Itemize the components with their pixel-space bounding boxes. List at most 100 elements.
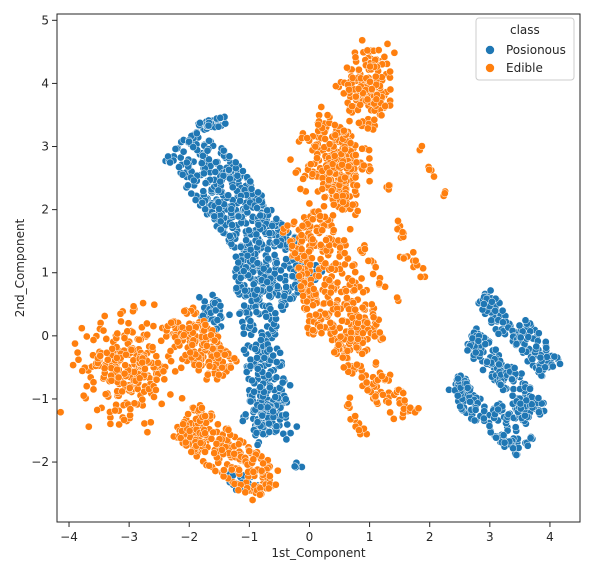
point-posionous <box>521 411 529 420</box>
point-posionous <box>182 158 191 167</box>
point-edible <box>316 255 325 263</box>
point-posionous <box>253 441 262 449</box>
point-posionous <box>463 384 472 392</box>
point-edible <box>308 215 317 224</box>
point-edible <box>318 226 327 235</box>
point-edible <box>359 161 368 170</box>
y-tick-label: 5 <box>41 13 49 27</box>
point-edible <box>344 162 353 171</box>
legend-marker-posionous <box>485 45 495 55</box>
point-posionous <box>247 185 256 193</box>
point-posionous <box>210 212 219 221</box>
point-edible <box>157 400 166 408</box>
point-posionous <box>535 366 543 375</box>
point-posionous <box>253 418 262 426</box>
point-edible <box>150 393 158 401</box>
point-edible <box>362 378 371 387</box>
legend-marker-edible <box>485 63 495 73</box>
point-posionous <box>277 302 285 311</box>
point-posionous <box>192 129 201 138</box>
point-edible <box>213 350 221 359</box>
legend-box <box>475 17 575 81</box>
point-edible <box>135 374 144 383</box>
point-edible <box>386 408 394 417</box>
point-posionous <box>216 114 225 122</box>
point-posionous <box>282 255 290 263</box>
point-edible <box>354 335 362 343</box>
point-posionous <box>216 177 225 186</box>
point-posionous <box>463 346 472 355</box>
point-edible <box>139 299 147 307</box>
point-edible <box>316 212 325 220</box>
y-tick-label: 1 <box>41 266 49 280</box>
point-posionous <box>221 119 230 128</box>
point-posionous <box>266 383 274 392</box>
point-edible <box>196 439 205 447</box>
point-edible <box>178 394 186 403</box>
point-edible <box>82 382 91 391</box>
point-edible <box>372 358 380 367</box>
point-posionous <box>239 167 247 175</box>
point-edible <box>230 449 239 458</box>
point-posionous <box>203 146 212 155</box>
point-posionous <box>195 293 204 302</box>
point-edible <box>93 406 102 414</box>
point-edible <box>201 429 209 438</box>
point-posionous <box>241 410 250 419</box>
point-posionous <box>265 428 274 436</box>
point-posionous <box>211 168 220 176</box>
point-edible <box>326 299 335 308</box>
point-edible <box>351 305 360 314</box>
point-posionous <box>234 258 243 267</box>
point-edible <box>266 472 274 480</box>
point-posionous <box>511 423 520 432</box>
point-edible <box>316 241 325 249</box>
point-edible <box>348 200 357 209</box>
point-edible <box>375 328 384 337</box>
point-posionous <box>179 147 188 156</box>
point-posionous <box>272 422 281 431</box>
point-posionous <box>249 280 258 289</box>
point-edible <box>212 439 221 448</box>
point-posionous <box>487 316 496 325</box>
point-posionous <box>228 221 236 229</box>
point-edible <box>256 490 264 499</box>
point-posionous <box>204 121 213 130</box>
point-edible <box>102 335 111 343</box>
point-posionous <box>243 251 252 260</box>
point-edible <box>398 228 407 237</box>
point-edible <box>363 319 372 327</box>
point-posionous <box>214 122 223 131</box>
point-edible <box>377 111 386 120</box>
point-edible <box>99 326 108 335</box>
y-tick-label: 3 <box>41 140 49 154</box>
point-posionous <box>256 383 265 391</box>
point-edible <box>440 189 449 198</box>
point-edible <box>399 254 408 263</box>
point-edible <box>338 160 346 169</box>
point-posionous <box>272 237 281 246</box>
point-posionous <box>238 417 247 425</box>
point-posionous <box>512 451 521 459</box>
point-posionous <box>253 353 261 362</box>
point-posionous <box>255 238 263 247</box>
point-edible <box>112 354 121 362</box>
point-edible <box>365 177 374 186</box>
point-posionous <box>286 381 294 390</box>
point-edible <box>366 165 375 174</box>
point-edible <box>296 185 305 193</box>
point-edible <box>339 363 348 372</box>
point-edible <box>150 300 159 309</box>
point-edible <box>198 404 206 412</box>
point-posionous <box>290 462 299 471</box>
point-posionous <box>256 211 265 220</box>
point-edible <box>295 272 304 281</box>
point-posionous <box>265 419 273 428</box>
point-posionous <box>276 274 284 283</box>
point-edible <box>166 347 175 355</box>
point-edible <box>364 257 373 265</box>
point-edible <box>384 398 393 407</box>
point-posionous <box>246 397 255 406</box>
point-edible <box>348 276 357 285</box>
point-posionous <box>526 385 534 393</box>
